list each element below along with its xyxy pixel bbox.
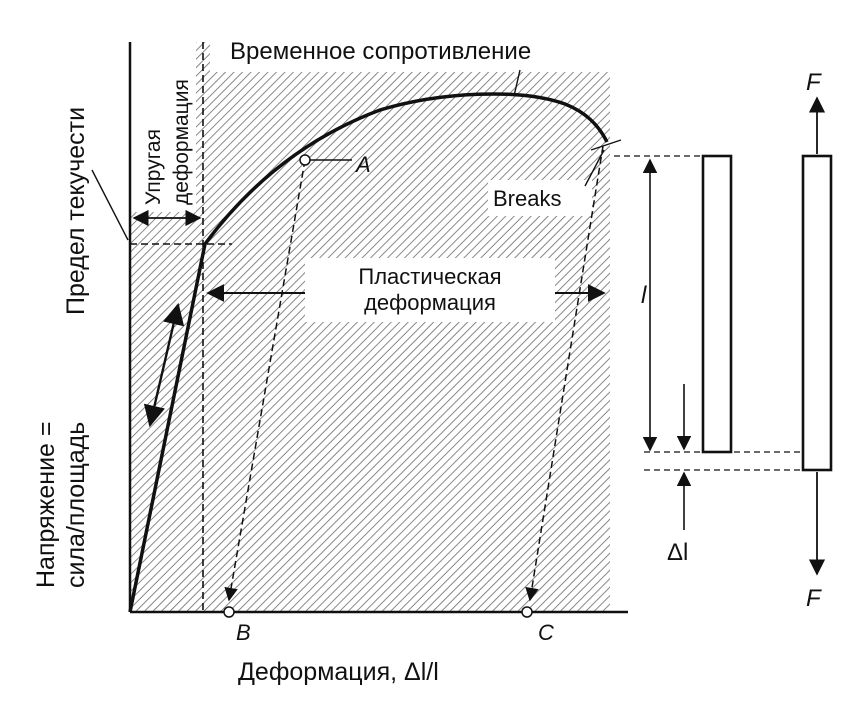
ultimate-strength-label: Временное сопротивление — [230, 38, 531, 65]
breaks-label-bg — [488, 180, 592, 216]
point-c-marker — [521, 606, 533, 618]
point-a-label: A — [354, 152, 371, 177]
x-axis-label: Деформация, Δl/l — [238, 658, 439, 686]
plastic-label-bg — [305, 258, 555, 322]
specimen-stretched — [801, 154, 833, 472]
length-l-label: l — [641, 282, 647, 309]
force-bottom-label: F — [806, 585, 822, 612]
point-a-marker — [299, 154, 311, 166]
ultimate-label-bg — [222, 28, 652, 72]
point-c-label: C — [538, 620, 554, 645]
elastic-label-line1: Упругая — [142, 129, 165, 205]
plastic-label-line1: Пластическая — [358, 264, 501, 289]
unload-dashed-a-b — [224, 159, 306, 602]
stress-strain-curve — [128, 92, 609, 613]
yield-leader — [91, 169, 129, 241]
point-b-label: B — [236, 620, 251, 645]
point-b-marker — [223, 606, 235, 618]
ultimate-leader — [513, 69, 521, 97]
elastic-label-line2: деформация — [170, 79, 193, 205]
force-top-label: F — [806, 69, 822, 96]
y-axis-label-line2: сила/площадь — [62, 422, 90, 588]
specimen-original — [701, 154, 733, 454]
delta-l-label: Δl — [667, 539, 688, 566]
plastic-label-line2: деформация — [364, 290, 496, 315]
elastic-double-arrow — [143, 302, 185, 428]
y-axis-label-line1: Напряжение = — [32, 421, 60, 588]
breaks-label: Breaks — [493, 186, 561, 211]
plastic-zone-hatch — [210, 72, 610, 612]
yield-point-label: Предел текучести — [62, 107, 90, 315]
break-mark — [590, 139, 622, 151]
breaks-leader — [584, 149, 605, 187]
elastic-label-bg — [128, 42, 196, 212]
